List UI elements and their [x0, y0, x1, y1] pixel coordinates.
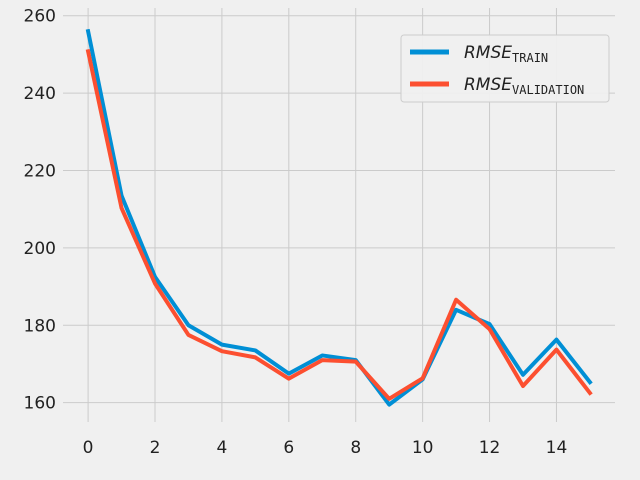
x-tick-label: 12 — [479, 438, 501, 458]
x-tick-label: 10 — [412, 438, 434, 458]
y-tick-label: 180 — [24, 316, 56, 336]
series-lines — [85, 28, 593, 407]
x-tick-label: 0 — [83, 438, 94, 458]
y-axis-ticks: 160 180 200 220 240 260 — [24, 7, 56, 414]
y-tick-label: 220 — [24, 162, 56, 182]
x-tick-label: 14 — [546, 438, 568, 458]
y-tick-label: 260 — [24, 7, 56, 27]
x-tick-label: 6 — [283, 438, 294, 458]
x-tick-label: 4 — [216, 438, 227, 458]
series-line-rmse-validation — [85, 48, 593, 401]
legend-label-train: RMSETRAIN — [464, 43, 548, 65]
y-tick-label: 160 — [24, 394, 56, 414]
x-tick-label: 2 — [150, 438, 161, 458]
legend: RMSETRAIN RMSEVALIDATION — [400, 34, 610, 103]
y-tick-label: 240 — [24, 84, 56, 104]
x-axis-ticks: 0 2 4 6 8 10 12 14 — [83, 438, 568, 458]
legend-box — [400, 34, 610, 103]
y-tick-label: 200 — [24, 239, 56, 259]
x-tick-label: 8 — [350, 438, 361, 458]
series-line-rmse-train — [85, 28, 593, 407]
legend-label-validation: RMSEVALIDATION — [464, 75, 584, 97]
